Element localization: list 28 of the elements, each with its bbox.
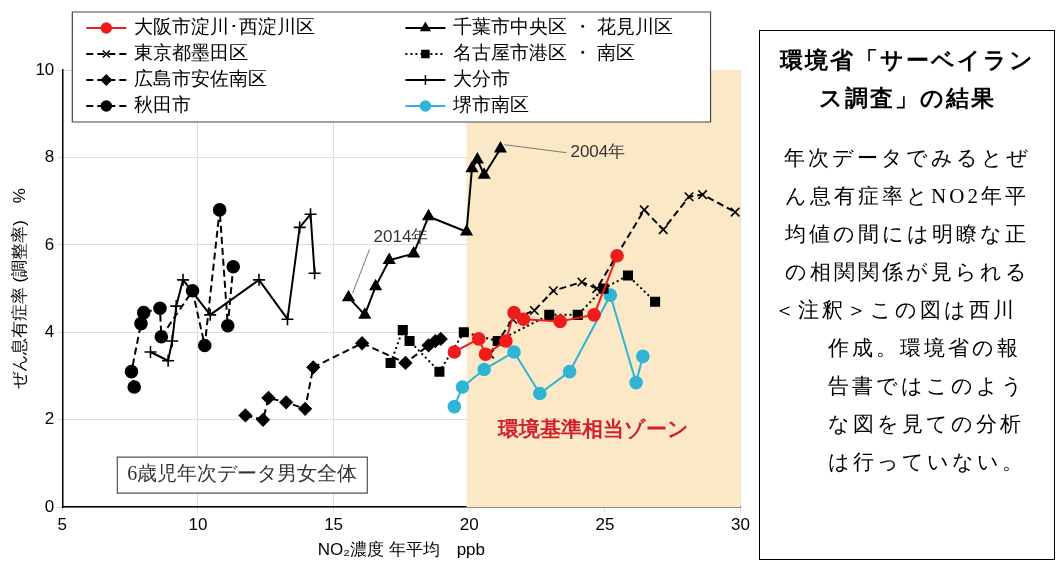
x-tick-label: 10 [188,515,208,535]
legend-label: 名古屋市港区 ・ 南区 [453,42,635,64]
y-tick-label: 2 [44,409,55,429]
annotation: 2004年 [570,142,626,162]
x-axis-title: NO₂濃度 年平均 ppb [317,540,486,560]
y-tick-label: 10 [35,59,55,79]
y-tick-label: 6 [44,234,55,254]
legend-label: 大分市 [453,68,511,90]
legend-label: 堺市南区 [452,94,530,116]
band-label: 環境基準相当ゾーン [497,417,690,440]
x-tick-label: 15 [324,515,344,535]
annotation: 6歳児年次データ男女全体 [127,462,358,485]
x-tick-label: 25 [595,515,615,535]
y-tick-label: 0 [44,496,55,516]
x-tick-label: 20 [459,515,479,535]
legend-label: 大阪市淀川･西淀川区 [134,16,316,38]
x-tick-label: 30 [731,515,751,535]
legend-label: 千葉市中央区 ・ 花見川区 [453,16,673,38]
legend-label: 秋田市 [134,94,192,116]
y-axis-title: ぜん息有症率 (調整率) % [9,188,29,390]
legend-label: 広島市安佐南区 [134,68,268,90]
text: 環境省「サーベイランス調査」の結果 [778,46,1036,113]
legend-label: 東京都墨田区 [134,42,249,64]
x-tick-label: 5 [57,515,68,535]
text: 年次データでみるとぜん息有症率とNO2年平均値の間には明瞭な正の相関関係が見られる [782,145,1032,286]
text: ＜注釈＞この図は西川作成。環境省の報告書ではこのような図を見ての分析は行っていない。 [774,297,1027,476]
y-tick-label: 8 [44,147,55,167]
y-tick-label: 4 [44,322,55,342]
